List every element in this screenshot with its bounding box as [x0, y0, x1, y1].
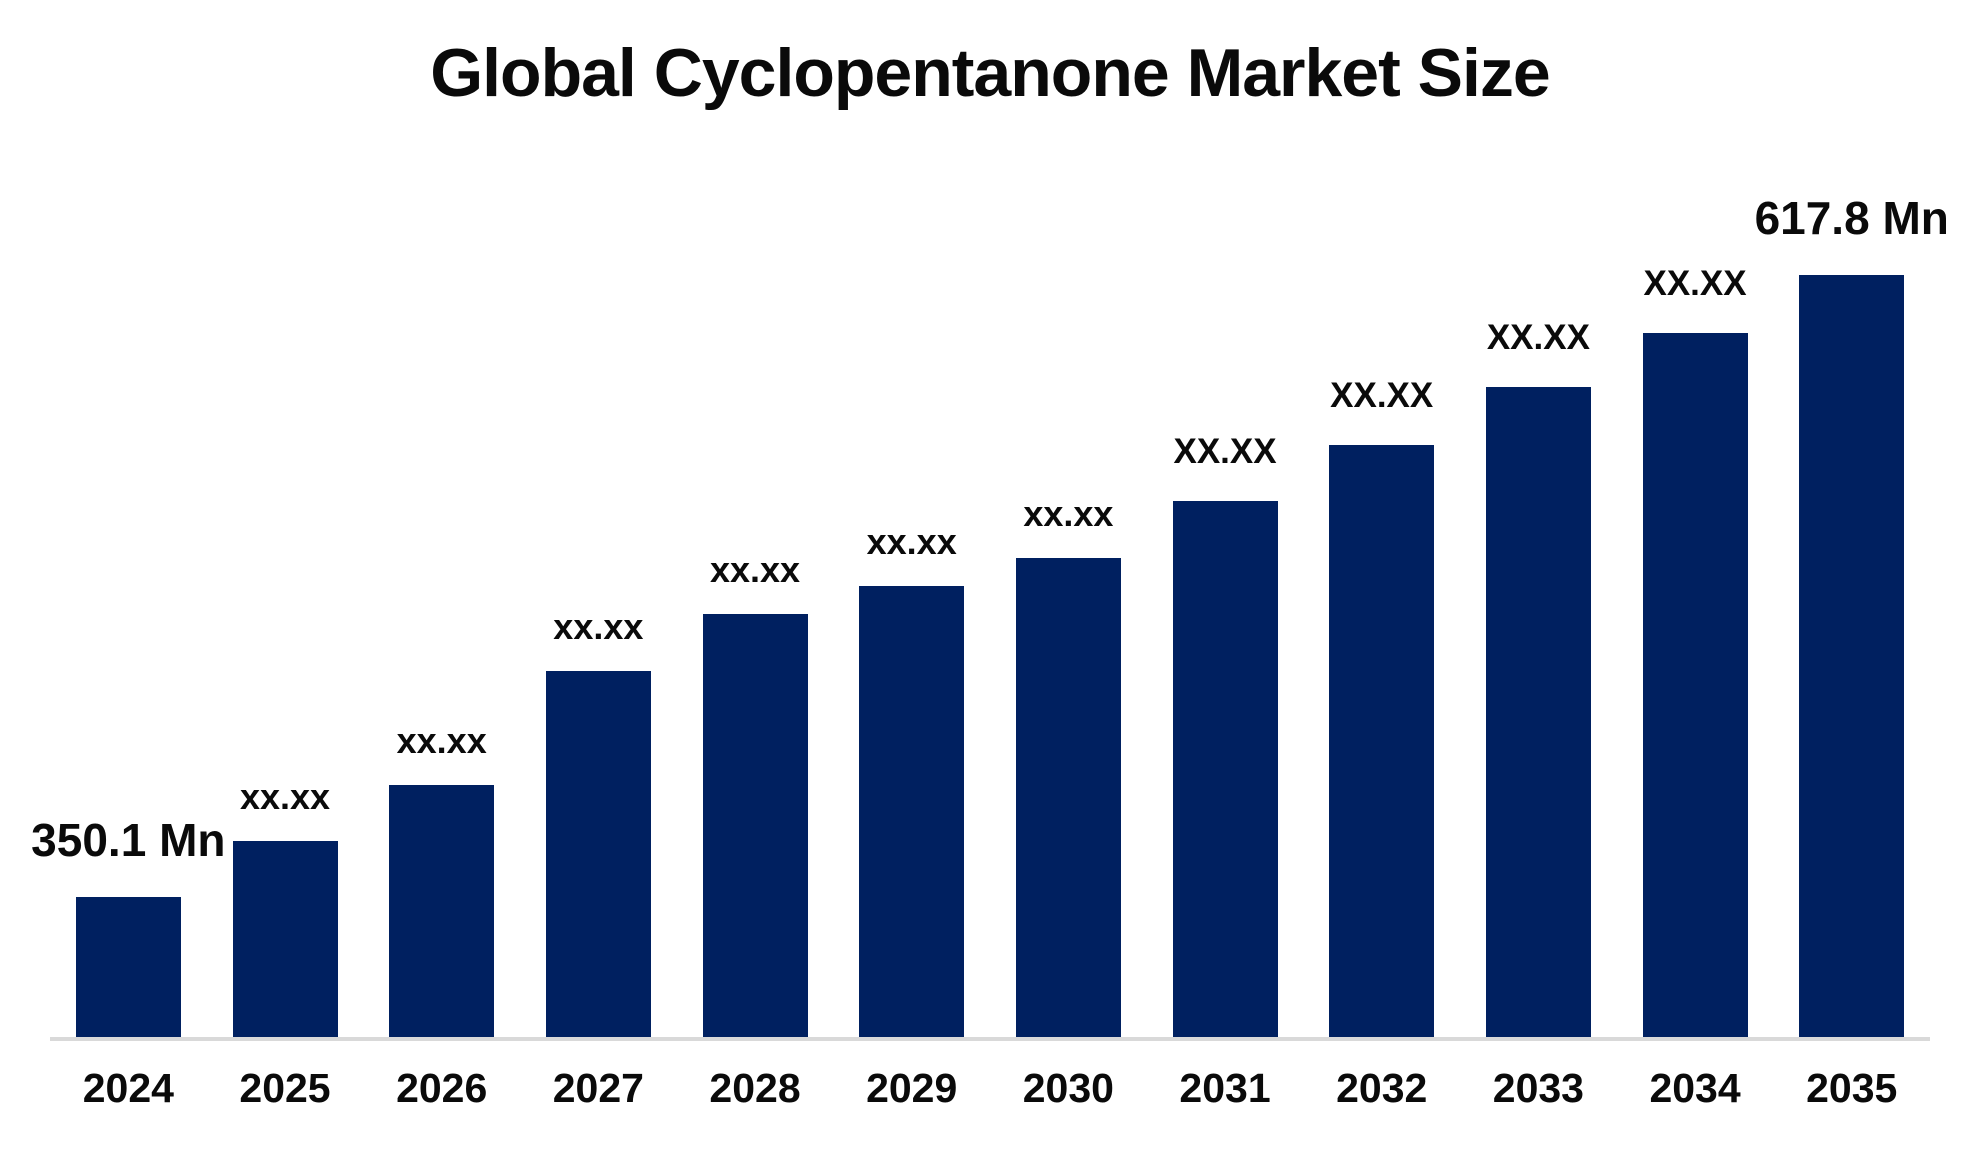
- bar-group-2026: xx.xx: [363, 0, 520, 1037]
- bar-value-label-2029: xx.xx: [866, 521, 957, 562]
- bar-2028: [702, 614, 808, 1037]
- bar-value-label-2035: 617.8 Mn: [1754, 192, 1949, 244]
- bar-2034: [1642, 333, 1748, 1037]
- bar-2035: [1799, 275, 1905, 1037]
- x-axis-label-2034: 2034: [1649, 1065, 1741, 1111]
- x-axis-label-2024: 2024: [82, 1065, 174, 1111]
- bar-value-label-2030: xx.xx: [1023, 493, 1114, 534]
- bar-group-2031: XX.XX: [1147, 0, 1304, 1037]
- bar-value-label-2032: XX.XX: [1330, 376, 1434, 415]
- bar-group-2028: xx.xx: [677, 0, 834, 1037]
- bar-2024: [75, 897, 181, 1037]
- bar-2029: [859, 586, 965, 1037]
- bar-value-label-2031: XX.XX: [1173, 432, 1277, 471]
- chart-title: Global Cyclopentanone Market Size: [430, 35, 1550, 111]
- bar-value-label-2026: xx.xx: [396, 720, 487, 761]
- bar-value-label-2024: 350.1 Mn: [31, 814, 226, 866]
- bar-2026: [389, 785, 495, 1037]
- bar-group-2032: XX.XX: [1303, 0, 1460, 1037]
- plot-area: 350.1 Mn xx.xx xx.xx xx.xx xx.xx xx.xx xx.xx XX…: [31, 0, 1949, 1037]
- x-axis-label-2035: 2035: [1806, 1065, 1898, 1111]
- x-axis-label-2026: 2026: [396, 1065, 488, 1111]
- x-axis-label-2030: 2030: [1022, 1065, 1114, 1111]
- bar-value-label-2027: xx.xx: [553, 606, 644, 647]
- x-axis-label-2031: 2031: [1179, 1065, 1271, 1111]
- x-axis-label-2027: 2027: [552, 1065, 644, 1111]
- x-axis-label-2033: 2033: [1492, 1065, 1584, 1111]
- bar-group-2025: xx.xx: [207, 0, 364, 1037]
- bar-2027: [545, 671, 651, 1037]
- bar-group-2034: XX.XX: [1617, 0, 1774, 1037]
- bar-group-2030: xx.xx: [990, 0, 1147, 1037]
- bar-group-2035: 617.8 Mn: [1755, 0, 1949, 1037]
- x-axis-line: [50, 1037, 1930, 1041]
- bar-value-label-2025: xx.xx: [239, 776, 331, 817]
- bar-group-2024: 350.1 Mn: [31, 0, 225, 1037]
- x-axis-label-2028: 2028: [709, 1065, 801, 1111]
- bar-value-label-2033: XX.XX: [1486, 318, 1590, 357]
- bar-group-2027: xx.xx: [520, 0, 677, 1037]
- x-axis-label-2025: 2025: [239, 1065, 331, 1111]
- x-axis-label-2029: 2029: [866, 1065, 958, 1111]
- x-axis-label-2032: 2032: [1336, 1065, 1428, 1111]
- bar-group-2033: XX.XX: [1460, 0, 1617, 1037]
- bar-value-label-2028: xx.xx: [709, 549, 801, 590]
- bar-2033: [1485, 387, 1591, 1037]
- bar-2031: [1172, 501, 1278, 1037]
- bar-2025: [232, 841, 338, 1037]
- bar-value-label-2034: XX.XX: [1643, 264, 1747, 303]
- bar-group-2029: xx.xx: [833, 0, 990, 1037]
- bar-2030: [1015, 558, 1121, 1037]
- bar-2032: [1329, 445, 1435, 1037]
- x-axis-category-labels: 2024 2025 2026 2027 2028 2029 2030 2031 2032 2033…: [50, 1065, 1930, 1111]
